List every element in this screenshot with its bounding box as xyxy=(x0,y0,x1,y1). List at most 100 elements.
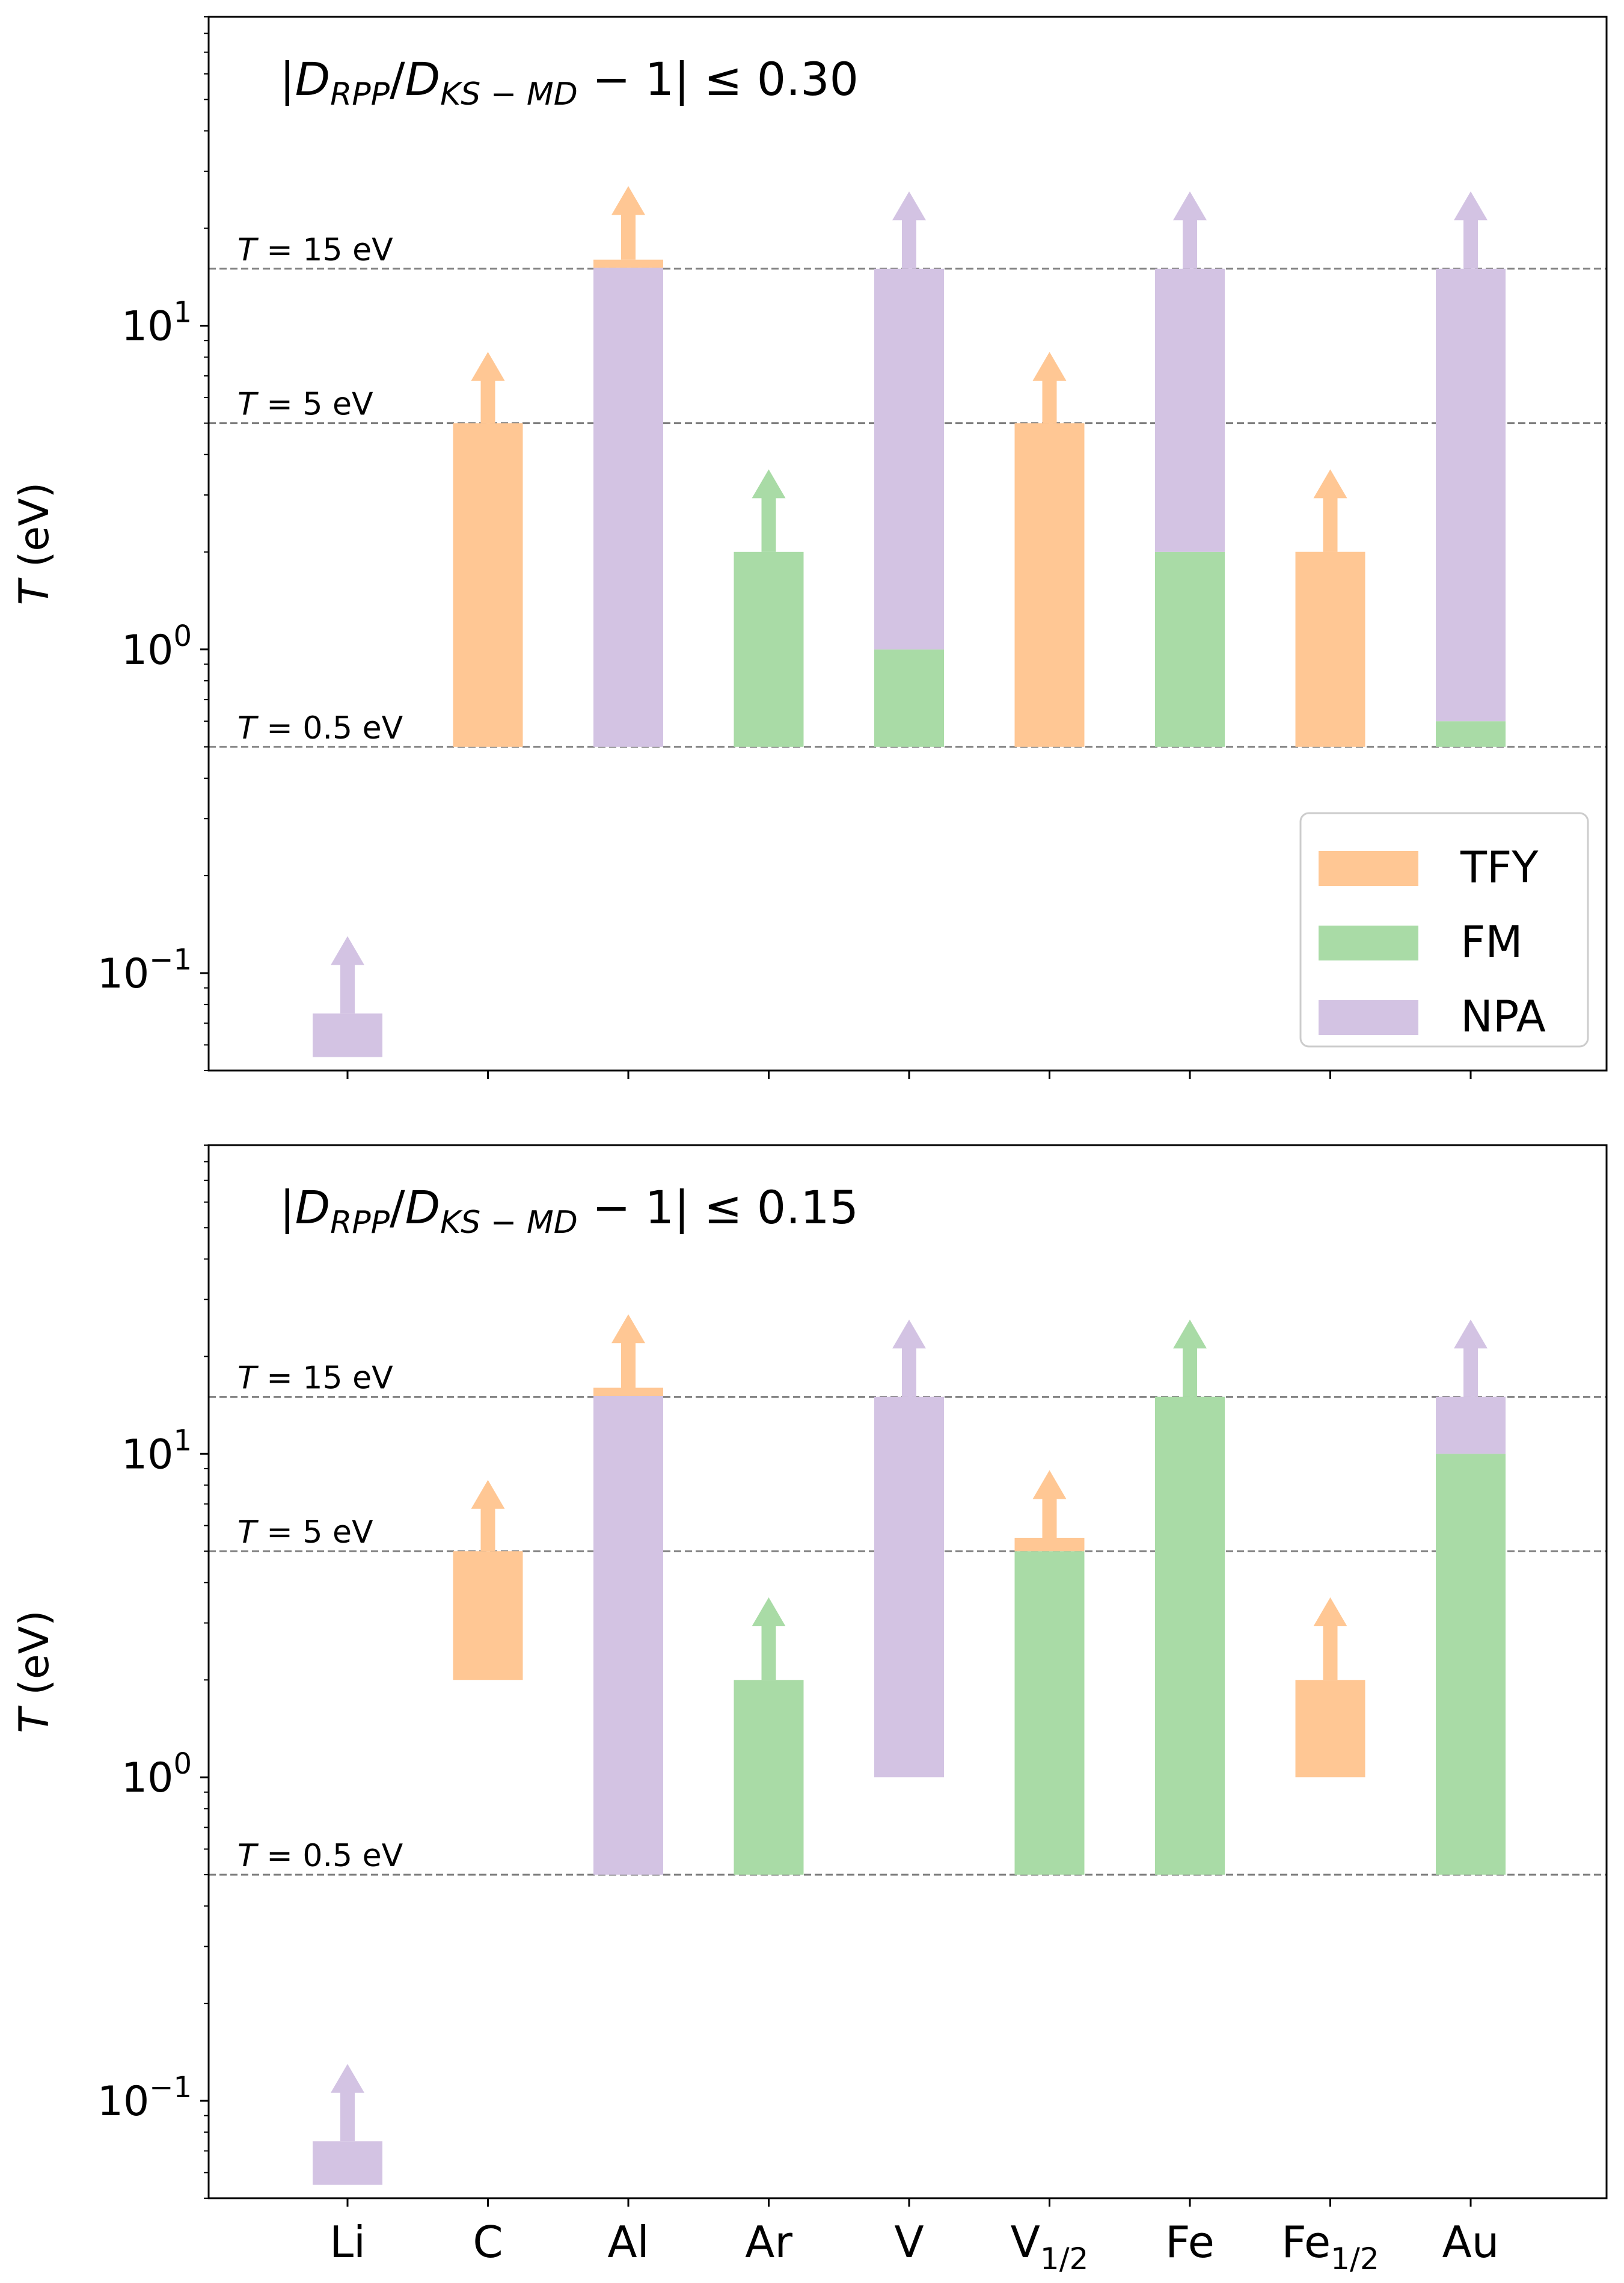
y-tick-exponent: 1 xyxy=(173,1424,192,1457)
guide-var: T xyxy=(237,1838,259,1874)
guide-label: T = 5 eV xyxy=(237,387,373,423)
guide-label: T = 0.5 eV xyxy=(237,710,403,746)
x-tick-label: Fe1/2 xyxy=(1281,2217,1379,2276)
bar-npa xyxy=(874,268,944,650)
bar-tfy xyxy=(1014,423,1085,747)
x-tick-label: Fe xyxy=(1165,2217,1215,2267)
x-tick-label: Au xyxy=(1442,2217,1500,2267)
y-tick-base: 10 xyxy=(121,627,174,674)
y-tick-exponent: 0 xyxy=(173,619,192,653)
bar-tfy xyxy=(453,1551,523,1680)
y-tick-base: 10 xyxy=(121,1431,174,1478)
title-d2: D xyxy=(405,1181,441,1234)
guide-label: T = 15 eV xyxy=(237,232,393,268)
x-tick-label-main: Fe xyxy=(1165,2217,1215,2267)
axes-frame xyxy=(207,1144,1608,2199)
x-tick-label: Al xyxy=(607,2217,649,2267)
x-tick-label-main: Au xyxy=(1442,2217,1500,2267)
bar-npa xyxy=(313,1013,382,1057)
arrow-tfy xyxy=(471,1479,505,1552)
y-tick-label: 101 xyxy=(121,1424,192,1478)
y-tick-base: 10 xyxy=(97,2078,150,2125)
bar-npa xyxy=(593,1396,663,1875)
legend-label: TFY xyxy=(1460,842,1539,893)
bar-tfy xyxy=(1014,1537,1085,1552)
arrow-npa xyxy=(331,936,364,1014)
guide-var: T xyxy=(237,387,259,423)
y-axis-var: T xyxy=(11,577,58,605)
guide-text: = 15 eV xyxy=(257,232,393,268)
arrow-npa xyxy=(892,1320,926,1397)
x-tick-label: Li xyxy=(329,2217,366,2267)
title-slash: / xyxy=(390,1181,405,1234)
x-tick-label-main: Fe xyxy=(1281,2217,1331,2267)
bar-fm xyxy=(1436,721,1506,747)
guide-text: = 15 eV xyxy=(257,1360,393,1397)
bar-tfy xyxy=(593,1387,663,1397)
title-bar-open: | xyxy=(280,1181,295,1235)
arrow-npa xyxy=(1454,191,1488,269)
bar-npa xyxy=(1436,268,1506,722)
x-tick-label-main: Ar xyxy=(745,2217,792,2267)
title-bar-open: | xyxy=(280,52,295,106)
arrow-npa xyxy=(331,2063,364,2142)
bar-npa xyxy=(1155,268,1225,552)
y-tick-exponent: −1 xyxy=(149,943,192,977)
guide-var: T xyxy=(237,232,259,268)
x-tick-label-main: Al xyxy=(607,2217,649,2267)
guide-text: = 0.5 eV xyxy=(257,1838,403,1874)
arrow-npa xyxy=(1173,191,1207,269)
guide-label: T = 15 eV xyxy=(237,1360,393,1397)
arrow-tfy xyxy=(1313,1597,1347,1680)
bar-fm xyxy=(1155,552,1225,747)
arrow-fm xyxy=(752,469,786,552)
arrow-fm xyxy=(752,1597,786,1680)
title-d1: D xyxy=(295,1181,331,1234)
bar-npa xyxy=(313,2141,382,2185)
guide-label: T = 0.5 eV xyxy=(237,1838,403,1874)
title-rest: − 1| ≤ 0.30 xyxy=(578,52,859,106)
x-tick-label: Ar xyxy=(745,2217,792,2267)
title-sub2: KS − MD xyxy=(440,1205,578,1241)
bar-fm xyxy=(874,649,944,747)
guide-text: = 5 eV xyxy=(257,1514,373,1550)
x-tick-label-main: V xyxy=(1011,2217,1040,2267)
y-axis-unit: (eV) xyxy=(11,482,58,580)
bar-tfy xyxy=(593,259,663,268)
legend-swatch-tfy xyxy=(1319,851,1418,886)
legend-swatch-fm xyxy=(1319,926,1418,960)
bar-npa xyxy=(593,268,663,747)
y-tick-label: 100 xyxy=(121,619,192,674)
title-slash: / xyxy=(390,52,405,106)
guide-label: T = 5 eV xyxy=(237,1514,373,1550)
bar-fm xyxy=(1014,1551,1085,1875)
axes-frame xyxy=(207,16,1608,1072)
y-axis-label: T (eV) xyxy=(11,1610,58,1733)
bar-tfy xyxy=(1295,1680,1365,1778)
panel-title: |DRPP/DKS − MD − 1| ≤ 0.30 xyxy=(280,52,859,112)
bar-tfy xyxy=(1295,552,1365,747)
title-sub1: RPP xyxy=(330,76,390,112)
legend-label: NPA xyxy=(1460,991,1546,1042)
title-d2: D xyxy=(405,52,441,106)
y-tick-label: 10−1 xyxy=(97,2071,192,2125)
guide-text: = 0.5 eV xyxy=(257,710,403,746)
y-tick-base: 10 xyxy=(121,1754,174,1802)
x-tick-label-main: Li xyxy=(329,2217,366,2267)
legend: TFY FM NPA xyxy=(1299,812,1589,1048)
y-tick-exponent: 0 xyxy=(173,1747,192,1781)
bar-tfy xyxy=(453,423,523,747)
arrow-npa xyxy=(892,191,926,269)
guide-var: T xyxy=(237,710,259,746)
arrow-tfy xyxy=(611,1314,645,1388)
bar-fm xyxy=(1436,1454,1506,1875)
arrow-tfy xyxy=(1032,1470,1067,1538)
guide-text: = 5 eV xyxy=(257,387,373,423)
title-sub1: RPP xyxy=(330,1205,390,1241)
bar-npa xyxy=(1436,1397,1506,1454)
x-tick-label: V xyxy=(894,2217,924,2267)
y-tick-label: 101 xyxy=(121,296,192,351)
y-tick-base: 10 xyxy=(97,950,150,998)
